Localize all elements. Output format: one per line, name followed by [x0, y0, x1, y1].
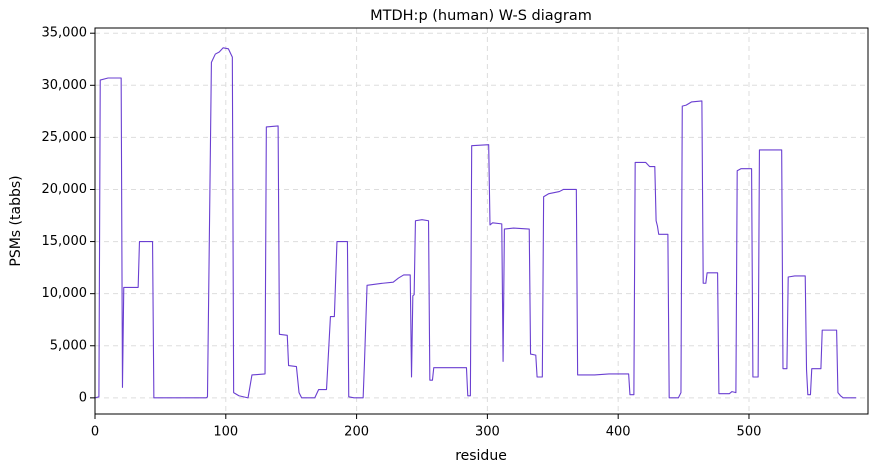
y-tick-label: 5,000 [50, 338, 87, 353]
y-axis-label: PSMs (tabbs) [8, 175, 24, 266]
y-tick-label: 35,000 [42, 26, 88, 41]
data-line [94, 47, 857, 399]
chart-title: MTDH:p (human) W-S diagram [370, 8, 592, 24]
x-axis-label: residue [455, 448, 507, 464]
x-tick-label: 500 [737, 425, 762, 440]
x-tick-label: 200 [344, 425, 369, 440]
y-tick-label: 25,000 [42, 130, 88, 145]
y-tick-label: 15,000 [42, 234, 88, 249]
plot-frame [94, 27, 869, 415]
y-tick-label: 10,000 [42, 286, 88, 301]
y-tick-label: 30,000 [42, 78, 88, 93]
x-tick-label: 400 [606, 425, 631, 440]
y-tick-label: 0 [79, 390, 87, 405]
y-tick-label: 20,000 [42, 182, 88, 197]
x-tick-label: 100 [213, 425, 238, 440]
x-tick-label: 300 [475, 425, 500, 440]
x-tick-label: 0 [91, 425, 99, 440]
